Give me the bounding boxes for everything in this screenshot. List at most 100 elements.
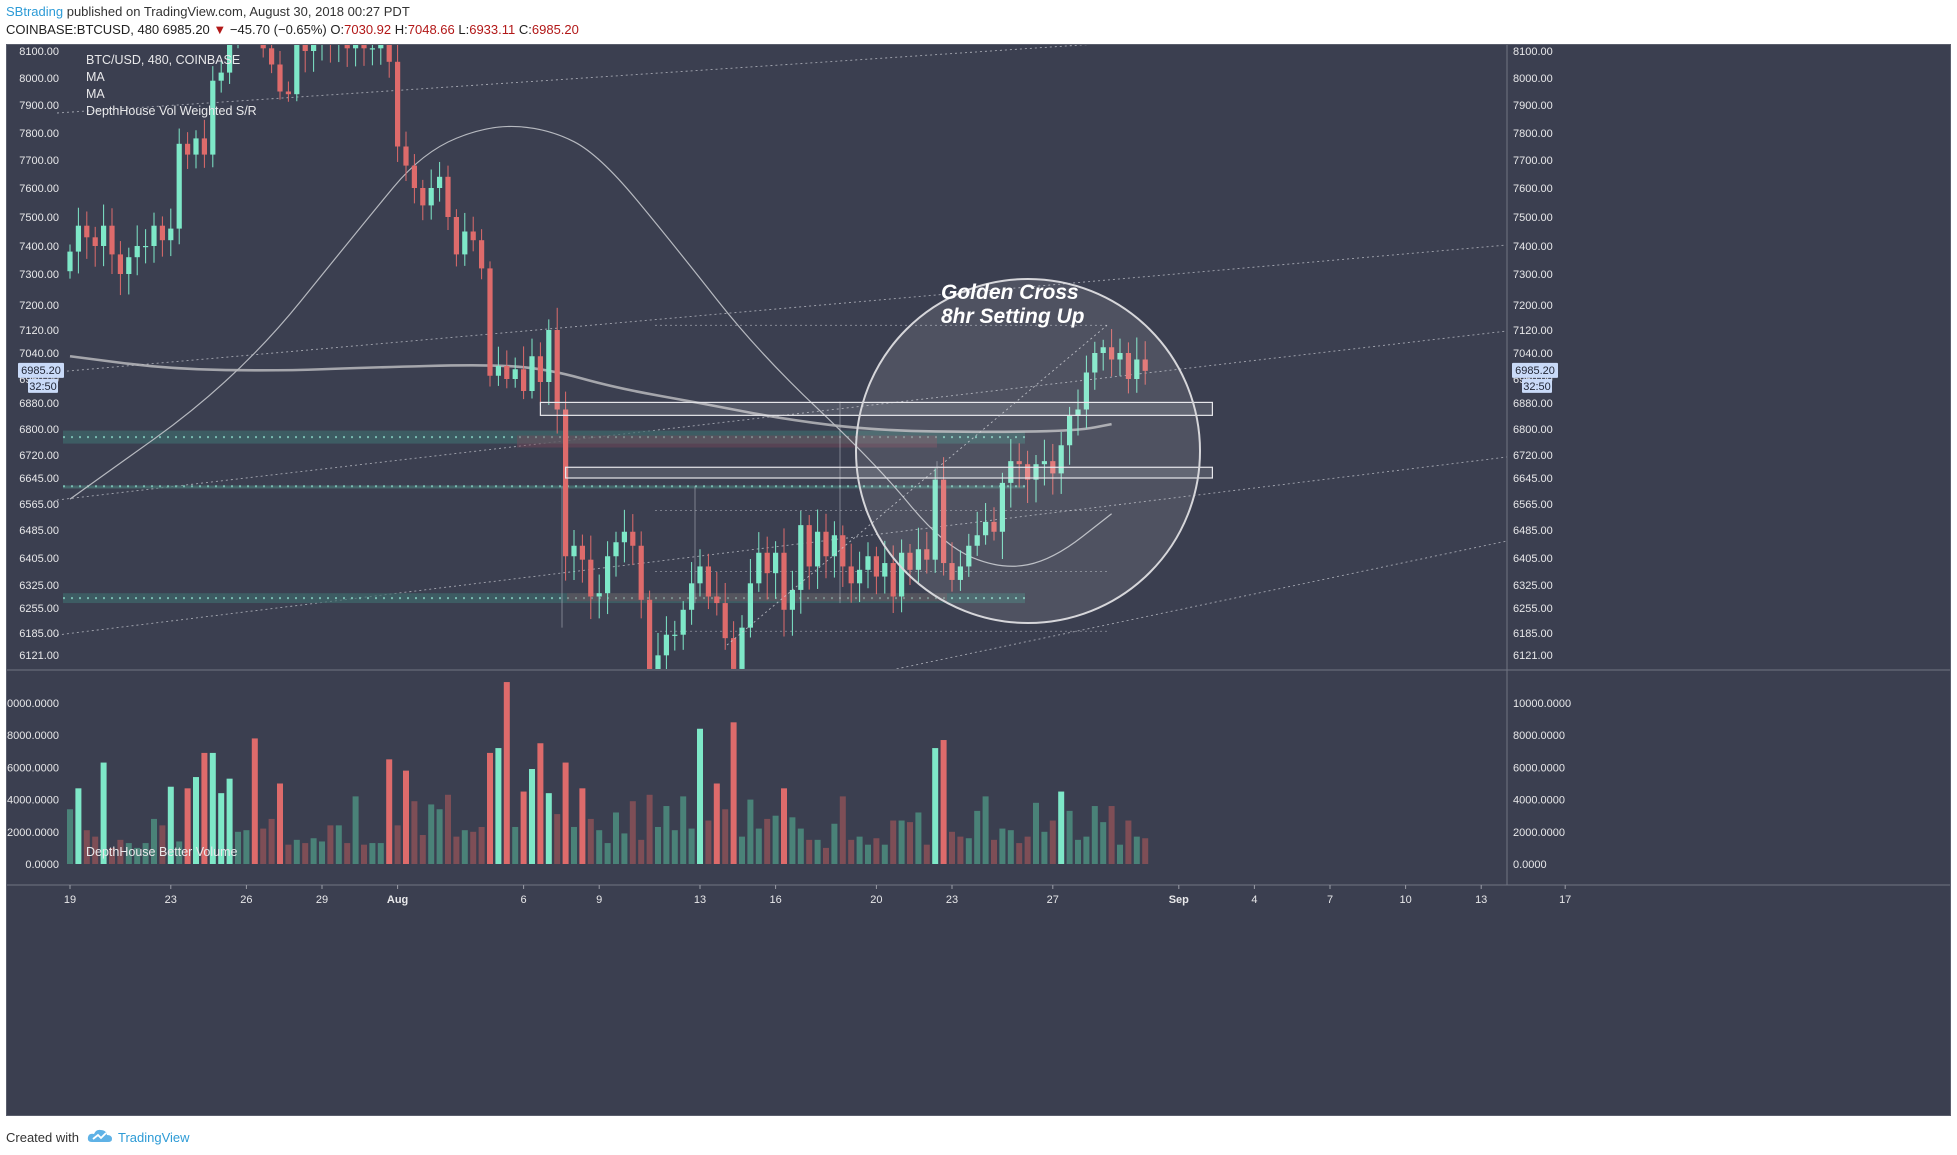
price-tick-right: 6485.00 bbox=[1513, 525, 1553, 537]
volume-bar bbox=[92, 836, 99, 864]
price-tag-right bbox=[1512, 362, 1558, 378]
candle-body bbox=[697, 566, 703, 584]
countdown-tag-right bbox=[1522, 378, 1552, 393]
volume-bar bbox=[823, 847, 829, 864]
volume-bar bbox=[100, 762, 107, 864]
volume-bar bbox=[167, 786, 174, 864]
volume-bar bbox=[671, 830, 678, 864]
candle-body bbox=[848, 566, 854, 584]
time-tick-label: 6 bbox=[521, 894, 527, 906]
volume-bar bbox=[898, 820, 905, 864]
volume-bar bbox=[327, 825, 334, 864]
candle-body bbox=[185, 143, 191, 155]
candle-body bbox=[176, 143, 182, 229]
price-tick-left: 6185.00 bbox=[19, 628, 59, 640]
candle-body bbox=[1041, 461, 1047, 465]
volume-bar bbox=[1058, 791, 1065, 864]
open-value: 7030.92 bbox=[344, 22, 392, 37]
candle-body bbox=[899, 552, 905, 597]
candle-body bbox=[537, 356, 543, 382]
candle-body bbox=[378, 45, 384, 49]
candle-body bbox=[134, 246, 140, 258]
volume-bar bbox=[394, 825, 401, 864]
candle-body bbox=[739, 627, 745, 669]
volume-bar bbox=[151, 818, 157, 864]
candle-body bbox=[151, 225, 157, 246]
volume-tick-right: 6000.0000 bbox=[1513, 762, 1565, 774]
candle-body bbox=[1016, 461, 1022, 465]
time-tick-label: 17 bbox=[1559, 894, 1571, 906]
author-link[interactable]: SBtrading bbox=[6, 4, 64, 19]
volume-bar bbox=[503, 682, 510, 864]
candle-body bbox=[428, 188, 434, 206]
volume-bar bbox=[764, 818, 771, 864]
candle-body bbox=[260, 45, 266, 49]
price-tick-left: 6720.00 bbox=[19, 450, 59, 462]
volume-tick-right: 2000.0000 bbox=[1513, 827, 1565, 839]
price-tick-right: 6565.00 bbox=[1513, 499, 1553, 511]
low-label: L: bbox=[458, 22, 470, 37]
candle-body bbox=[823, 531, 829, 557]
candle-body bbox=[369, 48, 375, 50]
candle-body bbox=[1100, 347, 1106, 353]
tradingview-cloud-icon bbox=[87, 1129, 112, 1142]
symbol-label: COINBASE:BTCUSD, 480 bbox=[6, 22, 160, 37]
volume-tick-left: 0.0000 bbox=[25, 859, 59, 871]
volume-bar bbox=[478, 826, 485, 864]
candle-body bbox=[227, 45, 233, 73]
volume-bar bbox=[117, 839, 124, 864]
volume-bar bbox=[655, 826, 661, 864]
price-tick-left: 7500.00 bbox=[19, 212, 59, 224]
candle-body bbox=[479, 240, 485, 269]
volume-bar bbox=[562, 762, 569, 864]
volume-bar bbox=[209, 752, 216, 864]
countdown-text-left: 32:50 bbox=[29, 381, 57, 393]
volume-bar bbox=[361, 844, 367, 864]
volume-bar bbox=[218, 793, 225, 864]
volume-bar bbox=[1007, 830, 1014, 864]
price-tick-left: 7040.00 bbox=[19, 348, 59, 360]
channel-line-0 bbox=[56, 45, 1088, 114]
candle-body bbox=[924, 549, 930, 560]
volume-bar bbox=[1142, 838, 1149, 864]
time-tick-label: 26 bbox=[240, 894, 252, 906]
candle-body bbox=[504, 366, 510, 379]
volume-bar bbox=[235, 831, 241, 864]
volume-bar bbox=[125, 843, 132, 864]
price-tag-text-left: 6985.20 bbox=[21, 365, 61, 377]
volume-bar bbox=[1133, 836, 1140, 864]
volume-bar bbox=[75, 788, 82, 864]
candle-body bbox=[411, 165, 417, 188]
price-tick-left: 6325.00 bbox=[19, 580, 59, 592]
price-tick-left: 7300.00 bbox=[19, 269, 59, 281]
volume-bar bbox=[529, 769, 535, 864]
candle-body bbox=[470, 231, 476, 241]
volume-bar bbox=[915, 812, 922, 864]
candle-body bbox=[546, 330, 552, 382]
time-tick-label: 29 bbox=[316, 894, 328, 906]
price-tick-right: 7120.00 bbox=[1513, 325, 1553, 337]
price-tick-left: 6485.00 bbox=[19, 525, 59, 537]
candle-body bbox=[915, 549, 921, 570]
high-value: 7048.66 bbox=[407, 22, 455, 37]
volume-bar bbox=[949, 831, 955, 864]
volume-bar bbox=[251, 738, 258, 864]
candle-body bbox=[285, 91, 291, 95]
price-tick-left: 6880.00 bbox=[19, 398, 59, 410]
price-tick-right: 6325.00 bbox=[1513, 580, 1553, 592]
time-tick-label: 20 bbox=[870, 894, 882, 906]
volume-bar bbox=[554, 814, 561, 864]
candle-body bbox=[655, 655, 661, 669]
chart-panel[interactable]: Golden Cross 8hr Setting Up 8100.00 8100.00… bbox=[6, 44, 1951, 1116]
tradingview-brand[interactable]: TradingView bbox=[118, 1130, 190, 1145]
down-arrow-icon: ▼ bbox=[213, 22, 227, 37]
volume-bar bbox=[890, 820, 897, 864]
volume-bar bbox=[1083, 836, 1090, 864]
volume-bar bbox=[848, 839, 855, 864]
candle-body bbox=[1125, 353, 1131, 379]
volume-bar bbox=[1033, 802, 1039, 864]
volume-bar bbox=[302, 843, 309, 864]
candle-body bbox=[453, 217, 459, 255]
